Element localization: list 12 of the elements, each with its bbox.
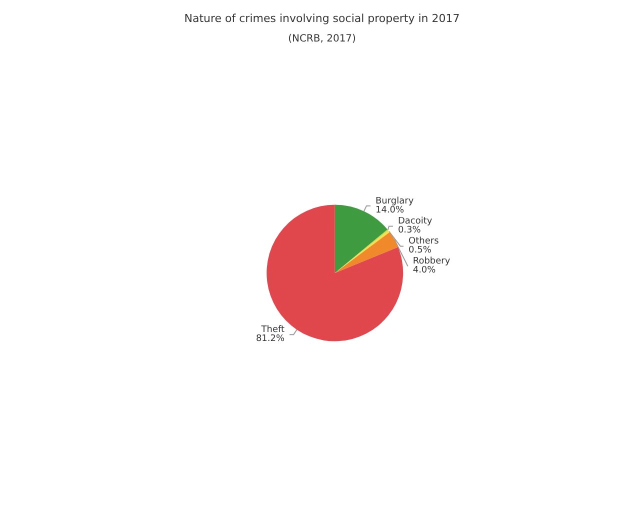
chart-subtitle: (NCRB, 2017): [288, 34, 356, 44]
slice-label: Burglary: [375, 196, 414, 206]
data-label: 0.3%: [398, 226, 422, 236]
data-label: 81.2%: [256, 334, 285, 344]
slice-label: Dacoity: [398, 216, 433, 227]
chart-title: Nature of crimes involving social property in 2017: [184, 12, 460, 25]
slice-label: Others: [408, 236, 440, 247]
data-label: 0.5%: [408, 246, 432, 256]
data-label: 14.0%: [375, 205, 405, 216]
slice-label: Theft: [260, 325, 285, 336]
slice-label: Robbery: [412, 256, 451, 267]
data-label: 4.0%: [412, 266, 436, 276]
